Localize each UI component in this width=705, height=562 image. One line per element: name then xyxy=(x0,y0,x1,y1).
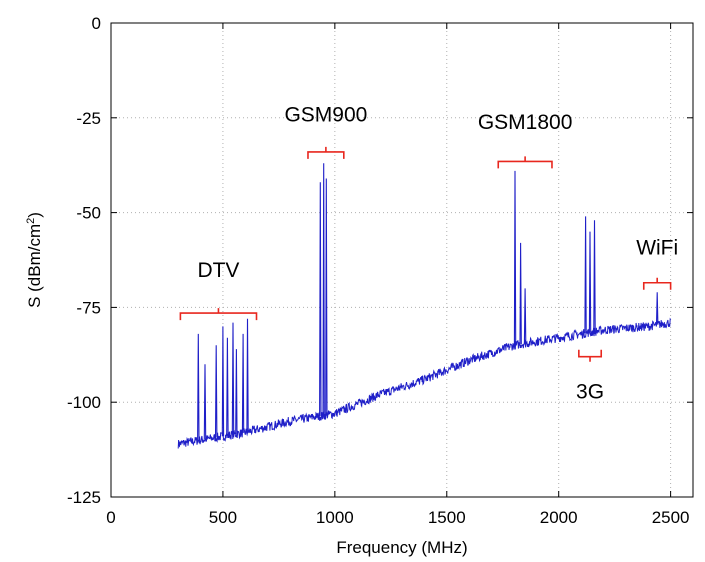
x-tick-label: 1000 xyxy=(316,508,354,527)
spectrum-peak xyxy=(322,163,325,416)
spectrum-peak xyxy=(246,318,249,433)
band-label: DTV xyxy=(197,259,239,282)
tick-marks xyxy=(110,22,693,498)
y-tick-labels: 0 -25 -50 -75 -100 -125 xyxy=(67,14,101,507)
spectrum-peak xyxy=(231,322,235,435)
spectrum-peak xyxy=(235,349,238,435)
y-tick-label: -50 xyxy=(76,204,101,223)
y-axis-title-superscript: 2 xyxy=(25,218,37,224)
band-bracket xyxy=(642,277,672,290)
band-label: 3G xyxy=(576,380,604,403)
x-tick-label: 2000 xyxy=(540,508,578,527)
spectrum-peak xyxy=(197,333,200,441)
y-tick-label: 0 xyxy=(92,14,101,33)
x-tick-label: 2500 xyxy=(652,508,690,527)
y-tick-label: -25 xyxy=(76,109,101,128)
x-axis-title: Frequency (MHz) xyxy=(336,538,467,557)
band-bracket xyxy=(497,156,553,169)
y-tick-label: -100 xyxy=(67,393,101,412)
band-label: GSM1800 xyxy=(478,111,573,134)
spectrum-peak xyxy=(655,292,659,325)
band-bracket xyxy=(307,146,345,159)
grid-lines xyxy=(111,23,693,497)
spectrum-peak xyxy=(221,326,225,437)
y-tick-label: -125 xyxy=(67,488,101,507)
spectrum-peak xyxy=(241,333,245,433)
spectrum-peak xyxy=(593,220,596,332)
spectrum-peak xyxy=(319,182,322,417)
spectrum-peak xyxy=(203,364,207,440)
x-tick-label: 1500 xyxy=(428,508,466,527)
y-tick-label: -75 xyxy=(76,298,101,317)
spectrum-peak xyxy=(523,288,527,344)
spectrum-peak xyxy=(588,231,592,333)
x-tick-label: 0 xyxy=(106,508,115,527)
band-label: GSM900 xyxy=(284,104,367,127)
band-annotations: DTV GSM900 GSM1800 3G WiFi xyxy=(179,104,678,403)
spectrum-peak xyxy=(584,216,587,334)
y-axis-title-close: ) xyxy=(25,212,44,218)
x-tick-labels: 0 500 1000 1500 2000 2500 xyxy=(106,508,689,527)
spectrum-peak xyxy=(325,178,328,416)
band-bracket xyxy=(578,349,603,362)
spectrum-peak xyxy=(214,345,218,438)
spectrum-noise-floor-line xyxy=(177,317,671,449)
band-label: WiFi xyxy=(636,236,678,259)
spectrum-peak xyxy=(226,337,229,436)
y-axis-title-main: S (dBm/cm xyxy=(25,224,44,308)
y-axis-title: S (dBm/cm2) xyxy=(25,212,44,308)
band-bracket xyxy=(179,308,258,321)
spectrum-peak xyxy=(519,242,522,345)
plot-area-frame xyxy=(110,22,694,498)
spectrum-peak xyxy=(513,170,517,346)
spectrum-series xyxy=(177,163,671,449)
x-tick-label: 500 xyxy=(209,508,237,527)
